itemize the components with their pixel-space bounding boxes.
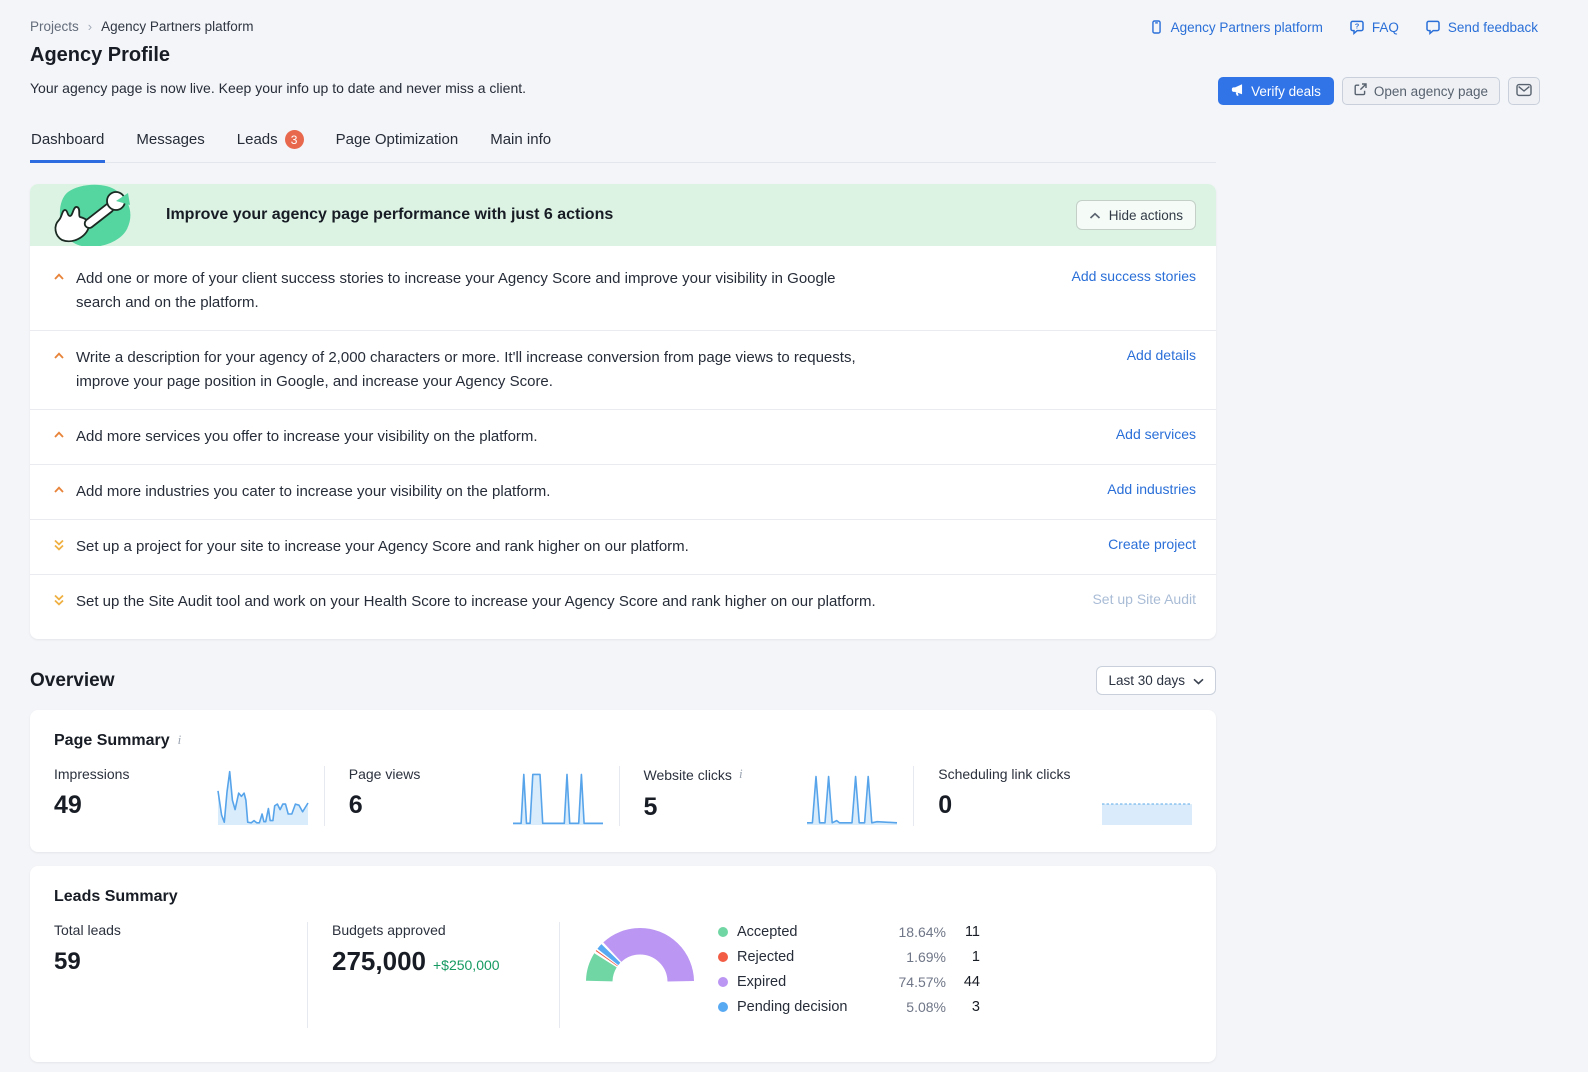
page-views-sparkline <box>512 766 603 826</box>
hide-actions-button[interactable]: Hide actions <box>1075 200 1196 230</box>
tab-dashboard[interactable]: Dashboard <box>30 127 106 163</box>
info-icon[interactable]: i <box>177 732 182 747</box>
leads-breakdown-block: Accepted 18.64% 11 Rejected 1.69% 1 Expi… <box>560 922 1192 1028</box>
overview-title: Overview <box>30 669 115 691</box>
total-leads-block: Total leads 59 <box>54 922 308 1028</box>
chat-question-icon: ? <box>1349 20 1365 35</box>
tab-leads[interactable]: Leads 3 <box>236 127 305 163</box>
page-title: Agency Profile <box>30 44 171 66</box>
page-summary-title: Page Summary <box>54 732 170 749</box>
metric-website-clicks: Website clicks i 5 <box>620 766 915 826</box>
chevron-up-icon <box>1089 208 1101 223</box>
page-summary-metrics: Impressions 49 Page views 6 Website clic… <box>54 766 1192 826</box>
create-project-link[interactable]: Create project <box>1108 536 1196 552</box>
legend-row-rejected: Rejected 1.69% 1 <box>718 949 980 965</box>
accepted-dot <box>718 927 728 937</box>
action-item-site-audit: Set up the Site Audit tool and work on y… <box>30 574 1216 629</box>
header-links: Agency Partners platform ? FAQ Send feed… <box>1149 19 1538 35</box>
improve-actions-panel: Improve your agency page performance wit… <box>30 184 1216 639</box>
website-clicks-sparkline <box>807 766 898 826</box>
metric-page-views: Page views 6 <box>325 766 620 826</box>
pending-decision-dot <box>718 1002 728 1012</box>
breadcrumb-projects[interactable]: Projects <box>30 19 79 34</box>
scheduling-link-clicks-sparkline <box>1102 766 1192 826</box>
chevron-up-icon <box>52 483 66 502</box>
rejected-dot <box>718 952 728 962</box>
leads-donut-chart <box>584 926 696 988</box>
impressions-value: 49 <box>54 791 82 819</box>
envelope-icon <box>1516 83 1532 100</box>
website-clicks-value: 5 <box>643 793 658 821</box>
info-icon[interactable]: i <box>738 766 743 781</box>
double-chevron-down-icon <box>52 593 66 612</box>
impressions-sparkline <box>216 766 309 826</box>
leads-legend: Accepted 18.64% 11 Rejected 1.69% 1 Expi… <box>718 924 980 1015</box>
link-send-feedback[interactable]: Send feedback <box>1425 20 1538 35</box>
page-views-value: 6 <box>348 791 363 819</box>
add-success-stories-link[interactable]: Add success stories <box>1071 268 1197 284</box>
action-item-services: Add more services you offer to increase … <box>30 409 1216 464</box>
date-range-select[interactable]: Last 30 days <box>1096 666 1216 695</box>
legend-row-pending-decision: Pending decision 5.08% 3 <box>718 999 980 1015</box>
chevron-up-icon <box>52 270 66 289</box>
add-services-link[interactable]: Add services <box>1115 426 1196 442</box>
tab-main-info[interactable]: Main info <box>490 131 552 148</box>
tab-page-optimization[interactable]: Page Optimization <box>335 131 459 148</box>
leads-count-badge: 3 <box>284 130 304 149</box>
megaphone-icon <box>1231 83 1244 99</box>
leads-summary-card: Leads Summary Total leads 59 Budgets app… <box>30 866 1216 1062</box>
scheduling-link-clicks-value: 0 <box>938 791 953 819</box>
double-chevron-down-icon <box>52 538 66 557</box>
action-item-success-stories: Add one or more of your client success s… <box>30 252 1216 330</box>
actions-banner: Improve your agency page performance wit… <box>30 184 1216 246</box>
external-link-icon <box>1354 83 1367 99</box>
expired-dot <box>718 977 728 987</box>
total-leads-value: 59 <box>54 948 81 975</box>
budgets-approved-value: 275,000 <box>332 946 426 976</box>
action-item-description: Write a description for your agency of 2… <box>30 330 1216 409</box>
header-buttons: Verify deals Open agency page <box>1218 77 1540 105</box>
overview-header: Overview Last 30 days <box>30 666 1216 695</box>
mail-button[interactable] <box>1508 77 1540 105</box>
metric-impressions: Impressions 49 <box>54 766 325 826</box>
action-item-project: Set up a project for your site to increa… <box>30 519 1216 574</box>
svg-text:?: ? <box>1355 21 1360 30</box>
chevron-up-icon <box>52 349 66 368</box>
breadcrumb-separator-icon: › <box>87 19 93 34</box>
tab-bar: Dashboard Messages Leads 3 Page Optimiza… <box>30 127 1216 163</box>
hand-wrench-illustration <box>30 184 148 246</box>
add-industries-link[interactable]: Add industries <box>1107 481 1196 497</box>
actions-banner-title: Improve your agency page performance wit… <box>166 206 614 223</box>
link-agency-partners-platform[interactable]: Agency Partners platform <box>1149 19 1323 35</box>
page-summary-card: Page Summary i Impressions 49 Page views… <box>30 710 1216 852</box>
legend-row-accepted: Accepted 18.64% 11 <box>718 924 980 940</box>
open-agency-page-button[interactable]: Open agency page <box>1341 77 1500 105</box>
actions-list: Add one or more of your client success s… <box>30 246 1216 639</box>
verify-deals-button[interactable]: Verify deals <box>1218 77 1334 105</box>
budgets-approved-delta: +$250,000 <box>432 957 500 973</box>
set-up-site-audit-link: Set up Site Audit <box>1092 591 1196 607</box>
leads-summary-title: Leads Summary <box>54 888 178 905</box>
legend-row-expired: Expired 74.57% 44 <box>718 974 980 990</box>
breadcrumb-current: Agency Partners platform <box>101 19 254 34</box>
chevron-down-icon <box>1193 673 1204 688</box>
device-icon <box>1149 19 1164 35</box>
tab-messages[interactable]: Messages <box>136 131 205 148</box>
link-faq[interactable]: ? FAQ <box>1349 20 1399 35</box>
chevron-up-icon <box>52 428 66 447</box>
metric-scheduling-link-clicks: Scheduling link clicks 0 <box>914 766 1192 826</box>
add-details-link[interactable]: Add details <box>1126 347 1196 363</box>
budgets-approved-block: Budgets approved 275,000 +$250,000 <box>308 922 560 1028</box>
action-item-industries: Add more industries you cater to increas… <box>30 464 1216 519</box>
page-subtitle: Your agency page is now live. Keep your … <box>30 80 527 96</box>
breadcrumb: Projects › Agency Partners platform <box>30 19 253 34</box>
chat-bubble-icon <box>1425 20 1441 35</box>
